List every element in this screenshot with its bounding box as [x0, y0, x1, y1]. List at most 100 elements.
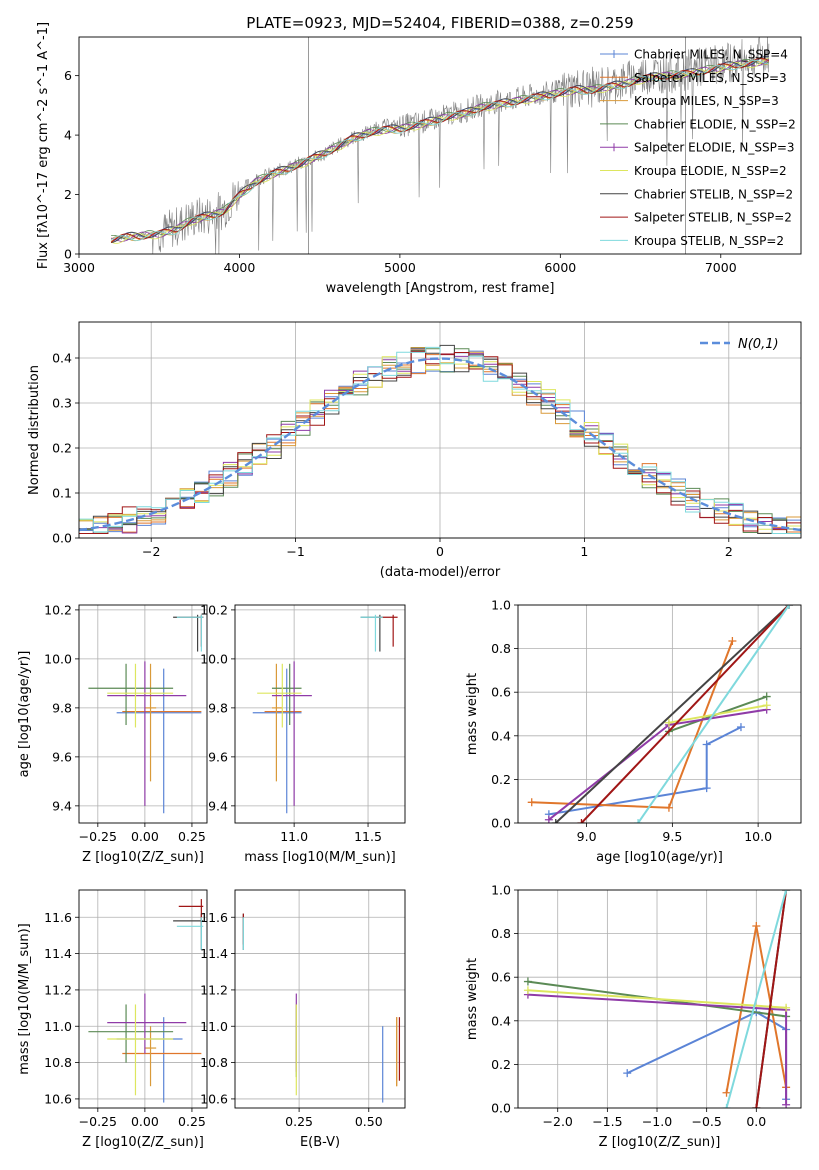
x-axis-label: E(B-V) — [300, 1135, 340, 1150]
mass-weight-marker — [782, 890, 791, 894]
x-tick-label: 1 — [580, 544, 588, 559]
x-tick-label: −0.5 — [691, 1114, 721, 1129]
x-tick-label: 10.0 — [744, 829, 772, 844]
x-axis-label: mass [log10(M/M_sun)] — [244, 850, 396, 865]
plot-area-mass_vs_ebv — [242, 913, 401, 1103]
plot-area-mass_vs_Z — [88, 899, 204, 1103]
x-tick-label: 11.0 — [280, 829, 308, 844]
x-tick-label: −0.25 — [79, 829, 117, 844]
mass-weight-marker — [634, 819, 643, 823]
y-tick-label: 0 — [64, 247, 72, 262]
y-tick-label: 1.0 — [491, 883, 511, 898]
model-fit-line — [111, 58, 770, 240]
y-tick-label: 11.6 — [44, 910, 72, 925]
x-axis-label: (data-model)/error — [380, 565, 501, 580]
x-tick-label: 3000 — [63, 260, 95, 275]
y-tick-label: 4 — [64, 128, 72, 143]
mass-weight-marker — [782, 1003, 791, 1012]
y-tick-label: 0.4 — [491, 728, 511, 743]
y-tick-label: 10.6 — [44, 1091, 72, 1106]
plot-area-age_vs_mass — [252, 614, 398, 814]
mass-weight-marker — [551, 819, 560, 823]
mass-weight-line — [548, 708, 767, 821]
y-tick-label: 6 — [64, 68, 72, 83]
mass-weight-line — [668, 704, 767, 724]
axes-frame — [78, 36, 802, 255]
panel-weight_vs_age: 9.0 9.5 10.0 0.0 0.2 0.4 0.6 0.8 1.0 age [log10(a… — [465, 598, 802, 865]
x-tick-label: −2 — [142, 544, 160, 559]
x-axis-label: Z [log10(Z/Z_sun)] — [599, 1135, 721, 1150]
axes-frame — [78, 889, 208, 1109]
mass-weight-marker — [623, 1069, 632, 1078]
y-axis-label: Normed distribution — [27, 365, 42, 495]
x-tick-label: 0.0 — [746, 1114, 766, 1129]
mass-weight-marker — [664, 803, 673, 812]
mass-weight-marker — [736, 723, 745, 732]
y-tick-label: 0.8 — [491, 926, 511, 941]
y-tick-label: 9.6 — [208, 749, 228, 764]
y-tick-label: 0.1 — [52, 486, 72, 501]
legend-entry: Kroupa MILES, N_SSP=3 — [634, 94, 779, 108]
figure-title: PLATE=0923, MJD=52404, FIBERID=0388, z=0… — [246, 14, 633, 32]
residual-histogram-step — [79, 346, 801, 534]
mass-weight-marker — [722, 1088, 731, 1097]
y-axis-label: mass [log10(M/M_sun)] — [17, 923, 32, 1075]
panel-mass_vs_Z: −0.25 0.00 0.25 10.6 10.8 11.0 11.2 11.4 11.6 Z [… — [17, 889, 208, 1150]
x-tick-label: 0 — [436, 544, 444, 559]
x-tick-label: 0.00 — [131, 829, 159, 844]
y-tick-label: 0.0 — [52, 531, 72, 546]
mass-weight-line — [531, 640, 734, 809]
x-axis-label: Z [log10(Z/Z_sun)] — [82, 1135, 204, 1150]
y-tick-label: 10.0 — [200, 651, 228, 666]
y-axis-label: age [log10(age/yr)] — [17, 651, 32, 778]
mass-weight-marker — [762, 692, 771, 701]
y-tick-label: 0.2 — [52, 441, 72, 456]
y-tick-label: 10.8 — [200, 1055, 228, 1070]
plot-area-spectrum — [110, 37, 770, 254]
x-tick-label: 0.25 — [178, 1114, 206, 1129]
y-tick-label: 11.0 — [44, 1019, 72, 1034]
y-tick-label: 0.0 — [491, 1101, 511, 1116]
legend-entry: Kroupa STELIB, N_SSP=2 — [634, 234, 784, 248]
y-tick-label: 0.0 — [491, 816, 511, 831]
mass-weight-marker — [523, 986, 532, 995]
mass-weight-marker — [782, 1100, 791, 1108]
y-tick-label: 0.6 — [491, 970, 511, 985]
mass-weight-line — [580, 605, 790, 823]
y-tick-label: 11.4 — [44, 946, 72, 961]
x-tick-label: 11.5 — [354, 829, 382, 844]
legend-entry: Chabrier MILES, N_SSP=4 — [634, 48, 788, 62]
legend-entry: Chabrier ELODIE, N_SSP=2 — [634, 117, 796, 131]
y-tick-label: 9.6 — [52, 749, 72, 764]
y-tick-label: 9.4 — [208, 798, 228, 813]
mass-weight-line — [755, 890, 788, 1108]
axes-frame — [78, 604, 208, 824]
panel-residual_histogram: −2 −1 0 1 2 0.0 0.1 0.2 0.3 0.4 (data-model)/error… — [27, 321, 802, 580]
axes-frame — [234, 604, 406, 824]
model-fit-line — [110, 59, 770, 242]
axes-frame — [517, 889, 802, 1109]
y-tick-label: 9.8 — [208, 700, 228, 715]
x-tick-label: −1.5 — [592, 1114, 622, 1129]
y-tick-label: 10.0 — [44, 651, 72, 666]
y-tick-label: 1.0 — [491, 598, 511, 613]
legend-entry: Chabrier STELIB, N_SSP=2 — [634, 187, 793, 201]
mass-weight-marker — [728, 636, 737, 645]
mass-weight-line — [527, 989, 787, 1009]
plot-area-weight_vs_age — [527, 605, 793, 823]
x-axis-label: wavelength [Angstrom, rest frame] — [326, 281, 555, 296]
legend-entry: Kroupa ELODIE, N_SSP=2 — [634, 164, 787, 178]
x-tick-label: 7000 — [705, 260, 737, 275]
x-tick-label: −1.0 — [642, 1114, 672, 1129]
x-tick-label: −1 — [286, 544, 304, 559]
legend-entry: N(0,1) — [738, 337, 779, 352]
y-tick-label: 0.2 — [491, 1057, 511, 1072]
y-tick-label: 11.2 — [44, 982, 72, 997]
y-tick-label: 11.0 — [200, 1019, 228, 1034]
x-tick-label: 4000 — [224, 260, 256, 275]
plot-area-age_vs_Z — [88, 614, 204, 814]
y-axis-label: Flux [fλ10^-17 erg cm^-2 s^-1 A^-1] — [36, 22, 51, 269]
y-tick-label: 0.3 — [52, 396, 72, 411]
y-tick-label: 11.2 — [200, 982, 228, 997]
